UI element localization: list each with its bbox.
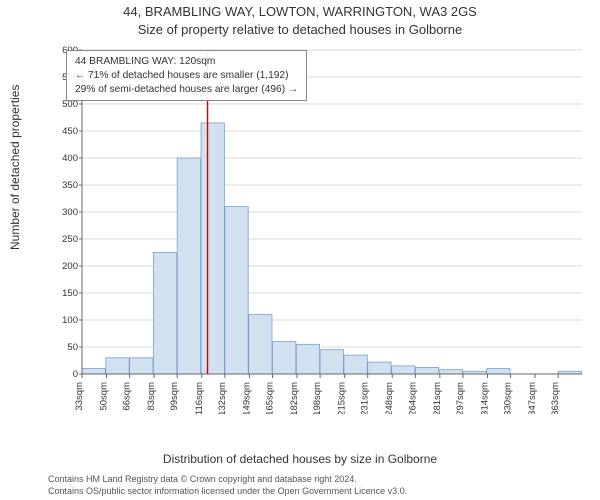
svg-text:314sqm: 314sqm — [479, 382, 490, 414]
y-axis-label: Number of detached properties — [8, 85, 22, 250]
svg-text:182sqm: 182sqm — [289, 382, 300, 414]
annotation-line1: 44 BRAMBLING WAY: 120sqm — [75, 55, 298, 69]
svg-text:330sqm: 330sqm — [503, 382, 514, 414]
svg-text:50sqm: 50sqm — [99, 382, 110, 411]
svg-text:347sqm: 347sqm — [527, 382, 538, 414]
svg-text:231sqm: 231sqm — [360, 382, 371, 414]
svg-text:100: 100 — [62, 315, 78, 326]
svg-text:83sqm: 83sqm — [146, 382, 157, 411]
chart-container: 44, BRAMBLING WAY, LOWTON, WARRINGTON, W… — [0, 0, 600, 500]
svg-text:215sqm: 215sqm — [337, 382, 348, 414]
svg-text:198sqm: 198sqm — [312, 382, 323, 414]
svg-text:150: 150 — [62, 288, 78, 299]
svg-text:250: 250 — [62, 234, 78, 245]
svg-text:99sqm: 99sqm — [169, 382, 180, 411]
svg-text:363sqm: 363sqm — [550, 382, 561, 414]
svg-text:66sqm: 66sqm — [122, 382, 133, 411]
annotation-line3: 29% of semi-detached houses are larger (… — [75, 83, 298, 97]
svg-text:116sqm: 116sqm — [194, 382, 205, 414]
x-axis-label: Distribution of detached houses by size … — [0, 452, 600, 466]
svg-text:350: 350 — [62, 180, 78, 191]
svg-text:248sqm: 248sqm — [384, 382, 395, 414]
annotation-line2: ← 71% of detached houses are smaller (1,… — [75, 69, 298, 83]
svg-text:200: 200 — [62, 261, 78, 272]
svg-text:450: 450 — [62, 126, 78, 137]
footer-line2: Contains OS/public sector information li… — [48, 486, 407, 496]
svg-text:281sqm: 281sqm — [432, 382, 443, 414]
svg-text:132sqm: 132sqm — [217, 382, 228, 414]
title-line2: Size of property relative to detached ho… — [0, 22, 600, 37]
svg-text:400: 400 — [62, 153, 78, 164]
svg-text:0: 0 — [73, 369, 78, 380]
footer-line1: Contains HM Land Registry data © Crown c… — [48, 474, 357, 484]
title-line1: 44, BRAMBLING WAY, LOWTON, WARRINGTON, W… — [0, 4, 600, 19]
annotation-box: 44 BRAMBLING WAY: 120sqm ← 71% of detach… — [66, 50, 307, 101]
svg-text:165sqm: 165sqm — [264, 382, 275, 414]
svg-text:50: 50 — [67, 342, 78, 353]
svg-text:300: 300 — [62, 207, 78, 218]
svg-text:264sqm: 264sqm — [407, 382, 418, 414]
svg-text:297sqm: 297sqm — [455, 382, 466, 414]
svg-text:33sqm: 33sqm — [74, 382, 85, 411]
svg-text:149sqm: 149sqm — [241, 382, 252, 414]
